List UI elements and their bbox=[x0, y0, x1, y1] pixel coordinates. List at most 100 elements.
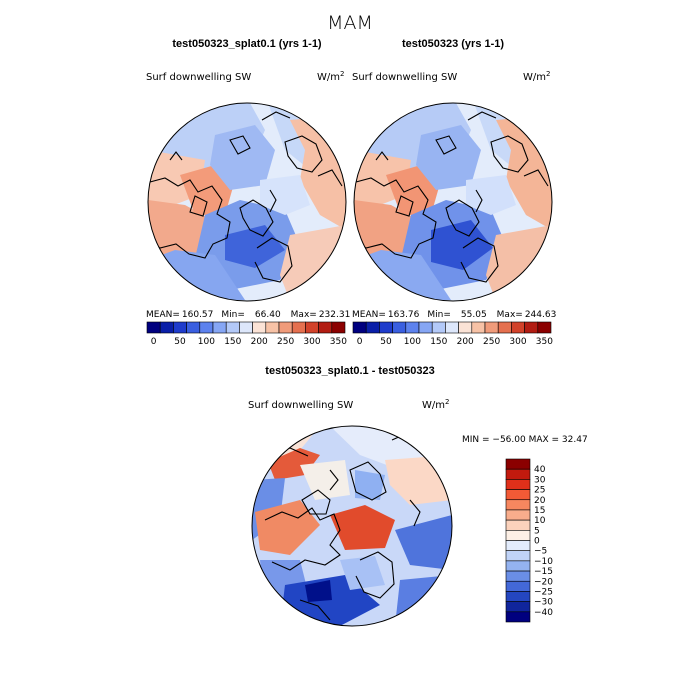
colorbar-swatch bbox=[212, 321, 227, 334]
colorbar-swatch bbox=[431, 321, 446, 334]
colorbar-swatch bbox=[278, 321, 293, 334]
colorbar-tick-label: −15 bbox=[534, 567, 553, 577]
colorbar-swatch bbox=[505, 519, 531, 531]
variable-label: Surf downwelling SW bbox=[146, 72, 251, 83]
coastlines bbox=[355, 111, 549, 283]
units-label: W/m2 bbox=[317, 70, 344, 83]
colorbar-tick-label: 50 bbox=[174, 337, 186, 347]
colorbar-swatch bbox=[318, 321, 333, 334]
panel-title: test050323 (yrs 1-1) bbox=[402, 38, 504, 50]
colorbar-tick-label: 5 bbox=[534, 526, 540, 536]
colorbar-tick-label: 0 bbox=[534, 537, 540, 547]
colorbar-swatch bbox=[505, 540, 531, 551]
panel-model-control: test050323 (yrs 1-1) Surf downwelling SW… bbox=[352, 38, 556, 347]
colorbar-swatch bbox=[505, 458, 531, 470]
colorbar-swatch bbox=[173, 321, 187, 334]
colorbar-swatch bbox=[505, 479, 531, 490]
colorbar-swatch bbox=[505, 530, 531, 541]
map-boundary bbox=[353, 102, 553, 302]
colorbar-tick-label: 100 bbox=[404, 337, 421, 347]
colorbar-swatch bbox=[505, 489, 531, 501]
colorbar-swatch bbox=[537, 321, 552, 334]
colorbar-swatch bbox=[505, 560, 531, 572]
stats-line: MEAN= 163.76 Min= 55.05 Max= 244.63 bbox=[352, 310, 556, 320]
colorbar-tick-label: 0 bbox=[151, 337, 157, 347]
colorbar-tick-label: −10 bbox=[534, 557, 553, 567]
colorbar-swatch bbox=[511, 321, 525, 334]
colorbar-swatch bbox=[471, 321, 486, 334]
colorbar-tick-label: −5 bbox=[534, 547, 547, 557]
colorbar-tick-label: 0 bbox=[357, 337, 363, 347]
colorbar-swatch bbox=[146, 321, 161, 334]
colorbar-tick-label: 150 bbox=[430, 337, 447, 347]
panel-title: test050323_splat0.1 (yrs 1-1) bbox=[172, 38, 322, 50]
colorbar-tick-label: 10 bbox=[534, 516, 546, 526]
colorbar-tick-label: 200 bbox=[457, 337, 474, 347]
colorbar-swatch bbox=[186, 321, 201, 334]
colorbar-swatch bbox=[379, 321, 393, 334]
colorbar-swatch bbox=[291, 321, 306, 334]
colorbar-tick-label: 300 bbox=[509, 337, 526, 347]
colorbar-swatch bbox=[505, 468, 531, 480]
colorbar: 0 50 100 150 200 250 300 350 bbox=[352, 321, 553, 347]
colorbar-tick-label: 350 bbox=[536, 337, 553, 347]
units-label: W/m2 bbox=[422, 398, 449, 411]
map-field bbox=[148, 103, 346, 301]
colorbar-swatch bbox=[365, 321, 380, 334]
colorbar-tick-label: 300 bbox=[303, 337, 320, 347]
panel-difference: test050323_splat0.1 - test050323 Surf do… bbox=[248, 365, 588, 627]
colorbar-swatch bbox=[458, 321, 473, 334]
colorbar-tick-label: 20 bbox=[534, 496, 546, 506]
colorbar-tick-label: 250 bbox=[483, 337, 500, 347]
colorbar-swatch bbox=[252, 321, 267, 334]
colorbar-swatch bbox=[505, 611, 531, 623]
panel-model-test: test050323_splat0.1 (yrs 1-1) Surf downw… bbox=[146, 38, 350, 347]
map-field bbox=[252, 426, 452, 626]
colorbar-swatch bbox=[445, 321, 459, 334]
colorbar-tick-label: 25 bbox=[534, 486, 545, 496]
colorbar-swatch bbox=[199, 321, 214, 334]
colorbar-swatch bbox=[159, 321, 174, 334]
colorbar-swatch bbox=[392, 321, 407, 334]
colorbar-swatch bbox=[418, 321, 433, 334]
colorbar-swatch bbox=[505, 591, 531, 602]
colorbar-swatch bbox=[305, 321, 319, 334]
map-boundary bbox=[251, 425, 453, 627]
colorbar: 0 50 100 150 200 250 300 350 bbox=[146, 321, 347, 347]
coastlines bbox=[149, 111, 343, 283]
colorbar-swatch bbox=[352, 321, 367, 334]
colorbar-tick-label: −40 bbox=[534, 608, 553, 618]
colorbar-swatch bbox=[405, 321, 420, 334]
colorbar-tick-label: 350 bbox=[330, 337, 347, 347]
units-label: W/m2 bbox=[523, 70, 550, 83]
colorbar-swatch bbox=[331, 321, 346, 334]
colorbar-swatch bbox=[505, 509, 531, 521]
colorbar-tick-label: 40 bbox=[534, 465, 546, 475]
colorbar-tick-label: 250 bbox=[277, 337, 294, 347]
colorbar-swatch bbox=[265, 321, 280, 334]
colorbar-tick-label: 50 bbox=[380, 337, 392, 347]
season-title: MAM bbox=[327, 12, 373, 34]
colorbar-tick-label: −30 bbox=[534, 598, 553, 608]
variable-label: Surf downwelling SW bbox=[248, 400, 353, 411]
colorbar-tick-label: 15 bbox=[534, 506, 545, 516]
colorbar-tick-label: 200 bbox=[251, 337, 268, 347]
colorbar-tick-label: −20 bbox=[534, 577, 553, 587]
colorbar-swatch bbox=[524, 321, 539, 334]
stats-line: MEAN= 160.57 Min= 66.40 Max= 232.31 bbox=[146, 310, 350, 320]
colorbar-swatch bbox=[239, 321, 253, 334]
colorbar-swatch bbox=[225, 321, 240, 334]
colorbar-tick-label: −25 bbox=[534, 587, 553, 597]
colorbar-swatch bbox=[505, 550, 531, 562]
colorbar-swatch bbox=[505, 570, 531, 582]
colorbar-swatch bbox=[484, 321, 499, 334]
colorbar-tick-label: 30 bbox=[534, 475, 546, 485]
variable-label: Surf downwelling SW bbox=[352, 72, 457, 83]
colorbar-tick-label: 150 bbox=[224, 337, 241, 347]
minmax-label: MIN = −56.00 MAX = 32.47 bbox=[462, 435, 588, 445]
map-field bbox=[354, 103, 552, 301]
colorbar-swatch bbox=[497, 321, 512, 334]
colorbar-swatch bbox=[505, 499, 531, 511]
map-boundary bbox=[147, 102, 347, 302]
